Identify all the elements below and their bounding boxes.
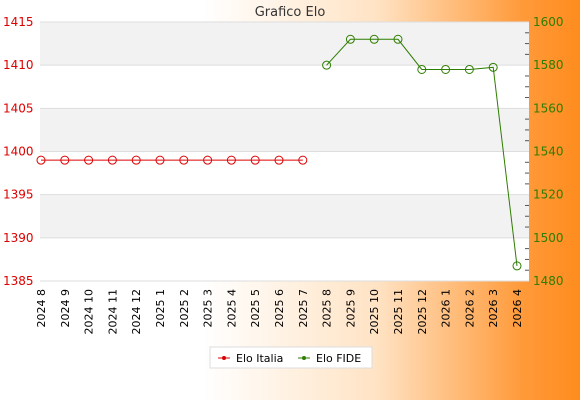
left-tick-label: 1400: [3, 145, 34, 159]
left-tick-label: 1390: [3, 231, 34, 245]
legend-swatch-marker: [222, 356, 226, 360]
chart-title: Grafico Elo: [255, 5, 326, 20]
right-tick-label: 1580: [533, 58, 564, 72]
data-point: [393, 34, 403, 44]
right-tick-label: 1500: [533, 231, 564, 245]
left-tick-label: 1395: [3, 188, 34, 202]
x-tick-label: 2024 9: [59, 289, 72, 328]
data-point: [298, 155, 308, 165]
plot-band: [40, 151, 529, 195]
plot-band: [40, 65, 529, 109]
plot-band: [40, 194, 529, 238]
series-line: [326, 38, 518, 266]
plot-band: [40, 22, 529, 66]
right-tick-label: 1540: [533, 145, 564, 159]
x-tick-label: 2025 11: [392, 289, 405, 335]
x-tick-label: 2026 4: [511, 289, 524, 328]
x-tick-label: 2024 10: [83, 289, 96, 335]
data-point: [274, 155, 284, 165]
x-tick-label: 2026 1: [440, 289, 453, 328]
x-tick-label: 2025 8: [321, 289, 334, 328]
plot-background-bands: [40, 22, 529, 281]
data-point: [226, 155, 236, 165]
left-tick-label: 1385: [3, 274, 34, 288]
legend-box: [209, 346, 373, 369]
data-point: [60, 155, 70, 165]
x-tick-label: 2024 12: [130, 289, 143, 335]
x-tick-label: 2025 2: [178, 289, 191, 328]
right-axis-ticks: 1480 1500 1520 1540 1560 1580 1600: [525, 15, 564, 288]
plot-band: [40, 237, 529, 281]
left-axis-ticks: 1385 1390 1395 1400 1405 1410 1415: [3, 15, 34, 288]
data-point: [131, 155, 141, 165]
left-tick-label: 1415: [3, 15, 34, 29]
data-point: [107, 155, 117, 165]
right-tick-label: 1600: [533, 15, 564, 29]
right-tick-label: 1520: [533, 188, 564, 202]
legend-label: Elo Italia: [236, 352, 283, 365]
legend-swatch-marker: [302, 356, 306, 360]
data-point: [84, 155, 94, 165]
x-tick-label: 2025 3: [202, 289, 215, 328]
data-point: [155, 155, 165, 165]
right-tick-label: 1560: [533, 101, 564, 115]
data-point: [322, 60, 332, 70]
data-point: [250, 155, 260, 165]
grid-lines: [40, 21, 529, 282]
legend: Elo Italia Elo FIDE: [209, 346, 373, 369]
data-point: [417, 64, 427, 74]
data-point: [36, 155, 46, 165]
data-point: [464, 64, 474, 74]
left-tick-label: 1410: [3, 58, 34, 72]
data-point: [179, 155, 189, 165]
x-tick-label: 2026 2: [463, 289, 476, 328]
x-tick-label: 2025 9: [344, 289, 357, 328]
x-tick-label: 2024 11: [106, 289, 119, 335]
x-tick-label: 2026 3: [487, 289, 500, 328]
x-tick-label: 2025 4: [225, 289, 238, 328]
x-tick-label: 2025 7: [297, 289, 310, 328]
data-point: [488, 62, 498, 72]
x-tick-label: 2025 6: [273, 289, 286, 328]
data-point: [441, 64, 451, 74]
data-point: [369, 34, 379, 44]
x-tick-label: 2024 8: [35, 289, 48, 328]
data-point: [345, 34, 355, 44]
plot-band: [40, 108, 529, 152]
x-tick-label: 2025 12: [416, 289, 429, 335]
legend-label: Elo FIDE: [316, 352, 361, 365]
x-tick-label: 2025 1: [154, 289, 167, 328]
left-tick-label: 1405: [3, 101, 34, 115]
x-tick-label: 2025 10: [368, 289, 381, 335]
x-tick-label: 2025 5: [249, 289, 262, 328]
right-tick-label: 1480: [533, 274, 564, 288]
data-point: [203, 155, 213, 165]
data-point: [512, 261, 522, 271]
series-layer: [36, 34, 522, 271]
